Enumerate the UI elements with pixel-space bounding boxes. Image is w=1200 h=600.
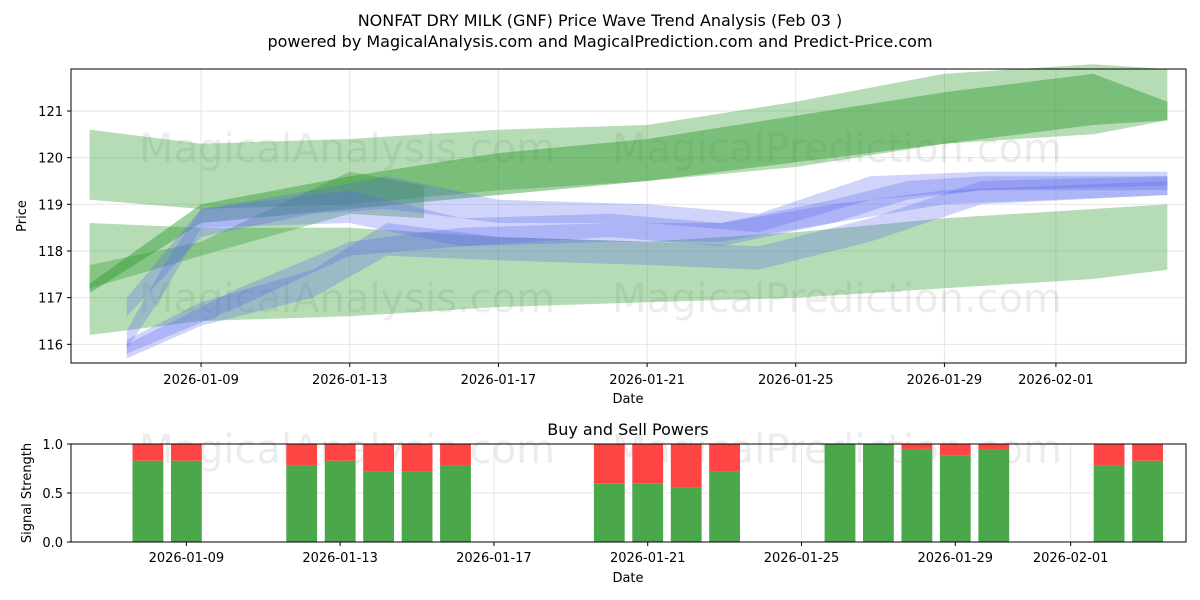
signal-x-tick-label: 2026-01-13 (302, 551, 378, 566)
signal-y-axis-label: Signal Strength (20, 443, 35, 543)
sell-bar (324, 444, 356, 461)
chart-subtitle: powered by MagicalAnalysis.com and Magic… (267, 32, 932, 51)
buy-bar (1093, 465, 1125, 542)
signal-x-tick-label: 2026-01-09 (149, 551, 225, 566)
buy-bar (440, 465, 471, 542)
buy-bar (363, 471, 394, 542)
signal-x-axis-label: Date (612, 571, 643, 586)
signal-bars (132, 444, 1163, 542)
green-band-1 (89, 64, 1168, 209)
price-y-tick-label: 118 (38, 245, 63, 260)
signal-x-tick-label: 2026-02-01 (1033, 551, 1109, 566)
sell-bar (132, 444, 164, 461)
sell-bar (440, 444, 471, 466)
buy-bar (171, 460, 202, 542)
sell-bar (709, 444, 740, 472)
price-y-tick-label: 119 (38, 198, 63, 213)
signal-y-tick-label: 0.0 (42, 536, 63, 551)
sell-bar (593, 444, 625, 484)
price-y-ticks: 116 117 118 119 120 121 (38, 105, 71, 353)
sell-bar (363, 444, 394, 472)
signal-x-tick-label: 2026-01-21 (610, 551, 686, 566)
blue-wave-3 (126, 176, 1168, 359)
sell-bar (286, 444, 318, 466)
price-plot-background (71, 69, 1186, 363)
price-y-axis-label: Price (15, 200, 30, 232)
blue-wave-2 (126, 171, 1168, 317)
watermark-1: MagicalAnalysis.com (139, 126, 555, 172)
buy-bar (824, 444, 856, 542)
sell-bar (1132, 444, 1163, 461)
price-plot-frame (70, 68, 1187, 364)
price-x-axis-label: Date (612, 392, 643, 407)
price-y-tick-label: 120 (38, 152, 63, 167)
sell-bar (670, 444, 702, 488)
signal-x-tick-label: 2026-01-17 (456, 551, 532, 566)
price-grid (71, 69, 1186, 363)
price-x-tick-label: 2026-01-17 (461, 373, 537, 388)
buy-bar (939, 455, 971, 542)
buy-bar (401, 471, 433, 542)
signal-y-ticks: 0.0 0.5 1.0 (42, 438, 71, 551)
blue-wave-4 (126, 181, 1168, 354)
green-forecast-bands (89, 64, 1168, 335)
sell-bar (939, 444, 971, 456)
buy-bar (632, 483, 664, 542)
price-x-tick-label: 2026-01-13 (312, 373, 388, 388)
price-x-tick-label: 2026-01-21 (609, 373, 685, 388)
signal-panel: Buy and Sell Powers MagicalAnalysis.com … (20, 420, 1187, 586)
signal-x-tick-label: 2026-01-25 (764, 551, 840, 566)
signal-title: Buy and Sell Powers (547, 420, 709, 439)
price-x-tick-label: 2026-01-25 (758, 373, 834, 388)
green-band-3 (89, 204, 1168, 335)
price-x-tick-label: 2026-01-29 (907, 373, 983, 388)
green-band-2 (89, 73, 1168, 293)
buy-bar (709, 471, 740, 542)
buy-bar (978, 449, 1010, 542)
sell-bar (978, 444, 1010, 450)
watermark-3: MagicalAnalysis.com (139, 276, 555, 322)
sell-bar (901, 444, 933, 449)
buy-bar (901, 448, 933, 542)
green-band-4 (89, 171, 425, 289)
buy-bar (1132, 460, 1163, 542)
signal-y-tick-label: 1.0 (42, 438, 63, 453)
blue-price-waves (126, 171, 1168, 359)
buy-bar (324, 460, 356, 542)
price-watermarks: MagicalAnalysis.com MagicalPrediction.co… (139, 126, 1062, 322)
price-y-tick-label: 117 (38, 292, 63, 307)
signal-x-tick-label: 2026-01-29 (918, 551, 994, 566)
price-x-tick-label: 2026-01-09 (163, 373, 239, 388)
sell-bar (401, 444, 433, 472)
watermark-4: MagicalPrediction.com (612, 276, 1062, 322)
sell-bar (171, 444, 202, 461)
price-x-ticks: 2026-01-09 2026-01-13 2026-01-17 2026-01-21… (163, 363, 1094, 388)
watermark-2: MagicalPrediction.com (612, 126, 1062, 172)
buy-bar (593, 483, 625, 542)
buy-bar (863, 444, 894, 542)
buy-bar (670, 487, 702, 542)
sell-bar (1093, 444, 1125, 466)
price-panel: MagicalAnalysis.com MagicalPrediction.co… (15, 64, 1187, 407)
signal-x-ticks: 2026-01-09 2026-01-13 2026-01-17 2026-01-21… (149, 542, 1109, 566)
signal-y-tick-label: 0.5 (42, 487, 63, 502)
sell-bar (632, 444, 664, 484)
price-y-tick-label: 116 (38, 338, 63, 353)
price-y-tick-label: 121 (38, 105, 63, 120)
blue-wave-1 (126, 176, 1168, 349)
buy-bar (286, 465, 318, 542)
price-x-tick-label: 2026-02-01 (1018, 373, 1094, 388)
chart-title: NONFAT DRY MILK (GNF) Price Wave Trend A… (358, 11, 843, 30)
buy-bar (132, 460, 164, 542)
